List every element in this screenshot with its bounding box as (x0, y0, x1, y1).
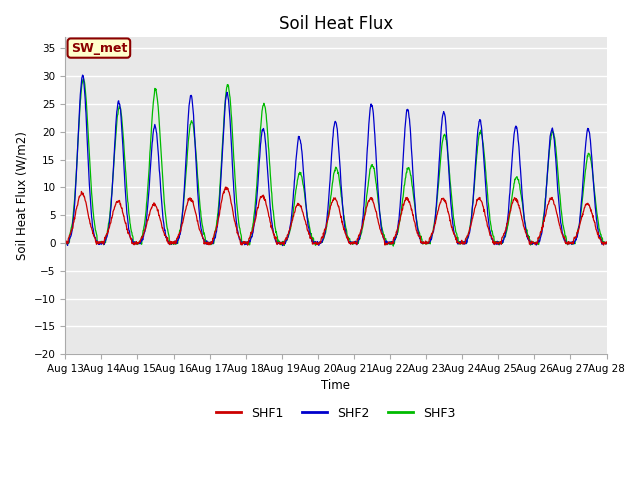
SHF3 (420, 240, 428, 245)
SHF1 (539, 224, 547, 230)
SHF3 (243, 239, 250, 245)
SHF2 (539, 223, 547, 228)
SHF1 (61, 239, 69, 244)
SHF2 (61, 240, 69, 246)
Line: SHF3: SHF3 (65, 79, 607, 246)
SHF1 (221, 184, 229, 190)
SHF1 (492, 241, 499, 247)
SHF1 (244, 242, 252, 248)
SHF3 (80, 76, 88, 82)
SHF2 (492, 240, 499, 245)
SHF3 (539, 218, 547, 224)
SHF1 (243, 241, 250, 247)
SHF1 (182, 207, 189, 213)
SHF1 (420, 240, 428, 246)
SHF3 (603, 240, 611, 246)
Line: SHF1: SHF1 (65, 187, 607, 245)
SHF2 (169, 240, 177, 245)
SHF2 (243, 240, 250, 246)
SHF2 (182, 155, 190, 161)
SHF3 (169, 239, 177, 245)
SHF2 (420, 240, 428, 245)
SHF1 (169, 240, 177, 245)
SHF3 (492, 240, 499, 246)
X-axis label: Time: Time (321, 379, 351, 392)
Y-axis label: Soil Heat Flux (W/m2): Soil Heat Flux (W/m2) (15, 132, 28, 260)
SHF3 (390, 243, 397, 249)
Title: Soil Heat Flux: Soil Heat Flux (279, 15, 393, 33)
Text: SW_met: SW_met (70, 42, 127, 55)
SHF1 (603, 239, 611, 245)
SHF2 (279, 243, 287, 249)
Legend: SHF1, SHF2, SHF3: SHF1, SHF2, SHF3 (211, 402, 461, 424)
SHF3 (61, 240, 69, 246)
Line: SHF2: SHF2 (65, 75, 607, 246)
SHF3 (182, 168, 190, 174)
SHF2 (603, 240, 611, 246)
SHF2 (79, 72, 86, 78)
